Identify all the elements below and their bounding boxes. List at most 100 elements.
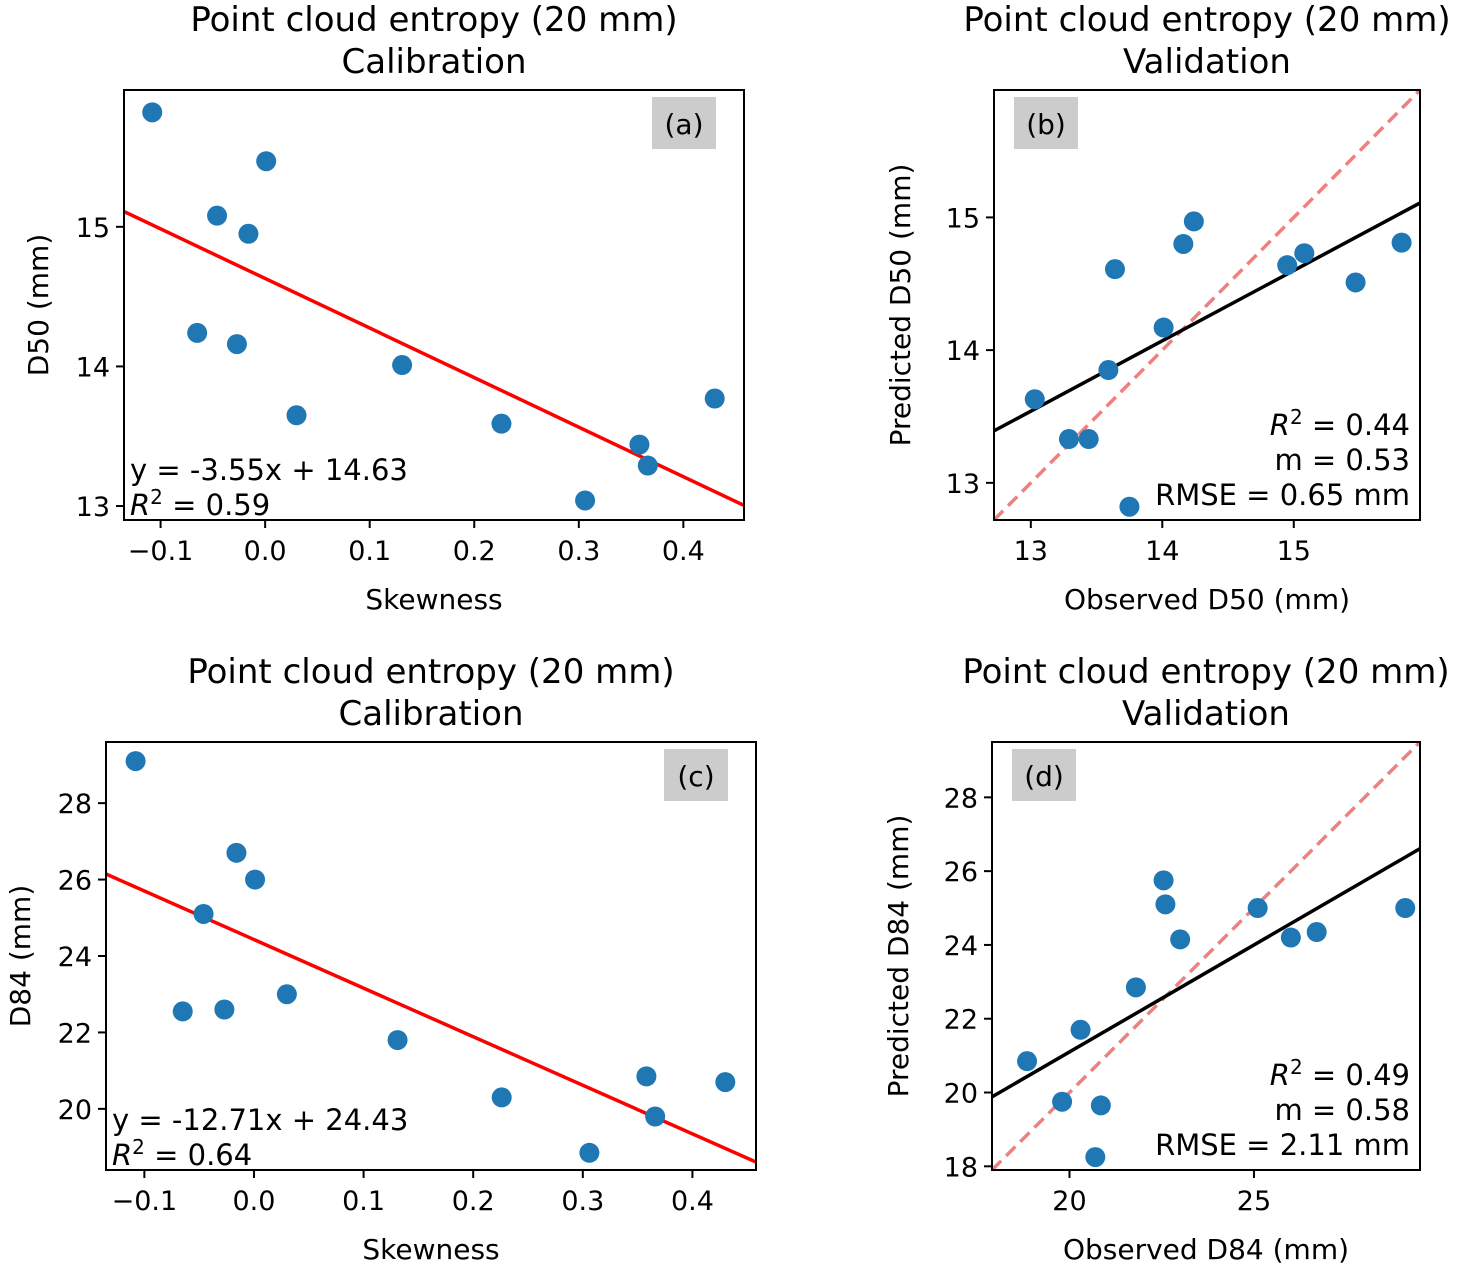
data-point-3 [1070,1019,1091,1040]
chart-title-line-2: Calibration [339,694,524,734]
data-point-9 [491,413,512,434]
axes-frame [993,89,1421,521]
data-point-4 [1098,360,1119,381]
x-tick-label: 15 [1277,536,1311,567]
y-axis-label: D50 (mm) [22,234,55,377]
data-point-7 [214,999,235,1020]
data-point-12 [1345,272,1366,293]
data-point-2 [226,842,247,863]
x-tick-label: 13 [1014,536,1048,567]
data-point-6 [1125,977,1146,998]
data-point-10 [1277,255,1298,276]
data-point-11 [637,455,658,476]
data-point-2 [1052,1091,1073,1112]
data-point-7 [1153,317,1174,338]
panel-b: 13 14 15 13 14 15 Point cloud entropy (20 mm)V… [884,0,1451,616]
data-point-2 [1058,429,1079,450]
panel-label-box [1014,97,1078,149]
x-tick-label: 25 [1237,1186,1271,1217]
data-point-1 [1017,1051,1038,1072]
data-point-8 [387,1030,408,1051]
x-tick-label: 0.4 [662,536,705,567]
x-axis-label: Observed D84 (mm) [1063,1233,1349,1266]
y-tick-label: 20 [58,1095,92,1126]
panel-c: −0.1 0.0 0.1 0.2 0.3 0.4 20 22 24 26 28 Point cloud… [4,652,757,1266]
y-tick-label: 28 [944,783,978,814]
y-tick-label: 18 [944,1152,978,1183]
x-tick-label: 0.2 [453,536,496,567]
data-point-4 [193,903,214,924]
y-tick-label: 22 [944,1005,978,1036]
panel-label-box [652,97,716,149]
x-tick-label: 0.0 [244,536,287,567]
data-point-13 [575,490,596,511]
x-axis-label: Observed D50 (mm) [1064,583,1350,616]
data-point-3 [245,869,266,890]
x-tick-label: 0.2 [452,1186,495,1217]
slope-annotation: m = 0.53 [1274,443,1410,477]
y-tick-label: 24 [58,942,92,973]
data-point-8 [1173,233,1194,254]
slope-annotation: m = 0.58 [1274,1093,1410,1127]
regression-line [992,847,1420,1099]
y-axis-label: Predicted D84 (mm) [882,815,915,1098]
r-squared-annotation: R2 = 0.49 [1270,1055,1410,1092]
y-tick-label: 24 [944,931,978,962]
panel-label-box [1012,749,1076,801]
y-tick-label: 13 [76,492,110,523]
data-point-13 [1391,232,1412,253]
y-tick-label: 13 [946,469,980,500]
y-tick-label: 14 [946,336,980,367]
x-tick-label: −0.1 [128,536,194,567]
y-tick-label: 26 [944,857,978,888]
regression-line [124,209,744,508]
regression-equation: y = -3.55x + 14.63 [130,453,408,487]
x-tick-label: 0.3 [557,536,600,567]
x-axis-label: Skewness [365,583,502,616]
data-point-12 [1306,922,1327,943]
data-point-7 [392,355,413,376]
data-point-12 [704,388,725,409]
y-tick-label: 14 [76,352,110,383]
y-tick-label: 15 [946,203,980,234]
y-tick-label: 26 [58,866,92,897]
r-squared-annotation: R2 = 0.44 [1270,405,1410,442]
data-point-10 [629,434,650,455]
data-point-9 [491,1087,512,1108]
x-tick-label: 0.0 [232,1186,275,1217]
y-tick-label: 22 [58,1018,92,1049]
data-point-5 [276,984,297,1005]
data-point-5 [1104,259,1125,280]
data-point-12 [715,1072,736,1093]
x-axis-label: Skewness [362,1233,499,1266]
axes-frame [123,89,745,521]
data-point-9 [1170,929,1191,950]
data-point-11 [1294,243,1315,264]
x-tick-label: −0.1 [112,1186,178,1217]
data-point-1 [125,751,146,772]
data-point-6 [226,334,247,355]
regression-line [994,201,1420,433]
y-tick-label: 28 [58,789,92,820]
data-point-5 [1085,1147,1106,1168]
data-point-2 [256,151,277,172]
data-point-6 [172,1001,193,1022]
data-point-13 [579,1142,600,1163]
data-point-1 [142,102,163,123]
data-point-5 [187,322,208,343]
r-squared-annotation: R2 = 0.64 [112,1135,252,1172]
data-point-3 [207,205,228,226]
rmse-annotation: RMSE = 2.11 mm [1155,1128,1410,1162]
data-point-3 [1078,429,1099,450]
x-tick-label: 0.1 [348,536,391,567]
panel-a: −0.1 0.0 0.1 0.2 0.3 0.4 13 14 15 Point cloud ent… [22,0,745,616]
data-point-13 [1395,898,1416,919]
chart-title-line-2: Validation [1123,42,1291,82]
panel-label: (d) [1024,760,1064,793]
panel-label: (b) [1026,108,1066,141]
regression-equation: y = -12.71x + 24.43 [112,1103,408,1137]
data-point-4 [238,223,259,244]
chart-title-line-2: Calibration [342,42,527,82]
x-tick-label: 0.3 [561,1186,604,1217]
